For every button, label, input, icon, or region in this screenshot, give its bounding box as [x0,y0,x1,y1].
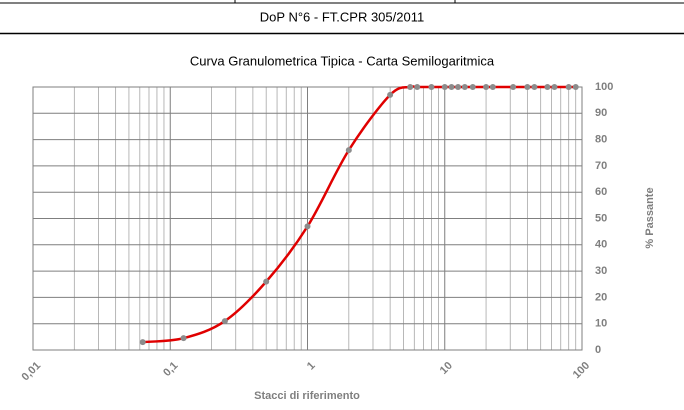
data-point [572,84,579,90]
data-point [221,318,228,325]
y-tick-label: 40 [595,239,607,251]
y-tick-label: 90 [595,107,607,119]
x-tick-label: 10 [438,360,455,377]
y-tick-label: 80 [595,134,607,146]
data-point [551,84,558,90]
data-point [448,84,455,90]
data-point [544,84,551,90]
data-point [139,339,146,346]
data-point [345,147,352,154]
y-tick-label: 30 [595,265,607,277]
y-tick-label: 0 [595,344,601,356]
data-point [428,84,435,90]
y-axis-label: % Passante [644,187,656,248]
header: DoP N°6 - FT.CPR 305/2011 [260,9,424,24]
data-point [469,84,476,90]
x-axis-label: Stacci di riferimento [254,390,360,402]
data-point [565,84,572,90]
x-tick-label: 1 [305,360,318,373]
data-point [304,223,311,230]
y-tick-label: 20 [595,291,607,303]
y-tick-label: 60 [595,186,607,198]
y-tick-label: 50 [595,212,607,224]
y-tick-label: 70 [595,160,607,172]
data-point [414,84,421,90]
series-line [142,85,576,344]
data-point [510,84,517,90]
x-tick-label: 0,01 [20,360,44,384]
y-tick-label: 10 [595,318,607,330]
data-point [455,84,462,90]
data-point [180,335,187,342]
data-point [263,278,270,285]
data-point [531,84,538,90]
data-point [461,84,468,90]
data-point [524,84,531,90]
x-tick-label: 0,1 [161,360,180,379]
plot-frame [32,86,583,351]
data-point [489,84,496,90]
data-point [387,91,394,98]
chart-title: Curva Granulometrica Tipica - Carta Semi… [190,53,495,68]
x-tick-label: 100 [571,360,592,381]
data-point [483,84,490,90]
y-tick-label: 100 [595,81,613,93]
data-point [407,84,414,90]
data-point [441,84,448,90]
